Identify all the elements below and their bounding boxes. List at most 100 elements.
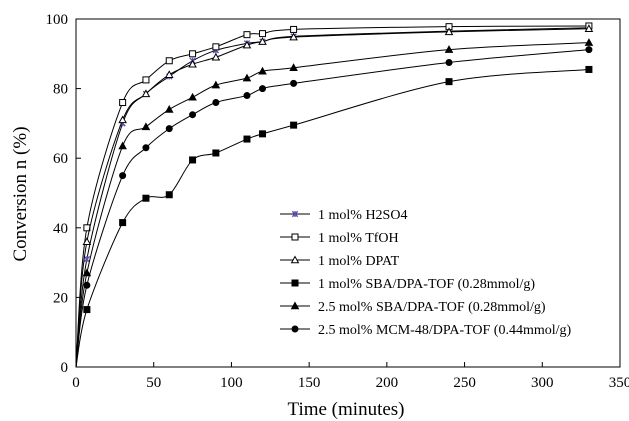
series-4	[75, 65, 593, 368]
legend-marker	[290, 301, 300, 310]
y-tick-label: 80	[53, 82, 68, 98]
data-point	[142, 144, 150, 152]
legend: 1 mol% H2SO4 1 mol% TfOH 1 mol% DPAT 1 mol%…	[280, 208, 572, 338]
data-point	[242, 73, 252, 82]
data-point	[444, 45, 454, 53]
data-point	[141, 122, 151, 131]
data-point	[118, 141, 127, 150]
legend-item: 1 mol% H2SO4	[280, 208, 407, 223]
x-tick-label: 50	[146, 375, 161, 391]
x-axis-label: Time (minutes)	[288, 399, 405, 420]
data-point	[141, 89, 151, 98]
series-line	[75, 25, 589, 368]
data-point	[259, 130, 267, 138]
x-tick-label: 300	[531, 375, 554, 391]
legend-marker	[290, 255, 300, 264]
data-point	[243, 92, 251, 100]
series-5	[75, 38, 594, 368]
data-point	[585, 46, 593, 54]
y-tick-label: 60	[53, 151, 68, 167]
legend-item: 2.5 mol% MCM-48/DPA-TOF (0.44mmol/g)	[280, 323, 572, 338]
y-tick-label: 0	[61, 360, 69, 376]
series-3	[75, 24, 594, 368]
data-point	[82, 268, 92, 277]
data-point	[259, 85, 267, 93]
series-line	[75, 27, 589, 368]
data-point	[289, 63, 298, 71]
y-tick-label: 20	[53, 290, 68, 306]
data-point	[119, 172, 127, 180]
data-point	[445, 59, 453, 66]
data-point	[165, 191, 173, 199]
x-tick-label: 100	[220, 375, 243, 391]
data-point	[164, 70, 174, 78]
data-point	[211, 52, 221, 61]
data-point	[119, 99, 127, 107]
data-point	[584, 38, 594, 46]
series-1	[75, 24, 593, 368]
data-point	[165, 125, 173, 133]
data-point	[83, 281, 91, 289]
data-point	[142, 76, 150, 84]
data-point	[259, 30, 267, 38]
legend-label: 1 mol% SBA/DPA-TOF (0.28mmol/g)	[318, 277, 535, 292]
data-point	[82, 237, 92, 245]
series-line	[75, 42, 589, 368]
data-point	[243, 135, 251, 143]
data-point	[212, 43, 220, 51]
legend-marker	[291, 279, 299, 287]
data-point	[289, 32, 298, 41]
x-tick-label: 200	[376, 375, 399, 391]
legend-marker	[291, 325, 299, 333]
legend-marker	[291, 233, 299, 241]
data-point	[188, 92, 197, 101]
legend-label: 1 mol% TfOH	[318, 231, 399, 246]
series-6	[75, 46, 593, 368]
data-point	[445, 78, 453, 86]
data-point	[444, 27, 454, 36]
legend-item: 1 mol% TfOH	[280, 231, 399, 246]
data-point	[290, 25, 298, 33]
y-axis-label: Conversion n (%)	[10, 126, 31, 261]
legend-label: 1 mol% DPAT	[318, 254, 400, 269]
axes: 0 50 100 150 200 250 300 350 0 20 40 60 80 100	[46, 12, 629, 391]
series-2	[75, 22, 593, 368]
x-tick-label: 150	[298, 375, 321, 391]
data-point	[290, 79, 298, 87]
legend-label: 2.5 mol% MCM-48/DPA-TOF (0.44mmol/g)	[318, 323, 572, 338]
data-point	[290, 121, 298, 129]
y-tick-label: 40	[53, 221, 68, 237]
series-line	[75, 28, 589, 368]
x-tick-label: 250	[453, 375, 476, 391]
data-point	[165, 57, 173, 65]
data-point	[164, 105, 174, 113]
plot-frame	[75, 18, 621, 368]
data-point	[189, 50, 197, 58]
data-point	[242, 40, 252, 49]
y-tick-label: 100	[46, 12, 69, 28]
legend-item: 1 mol% DPAT	[280, 254, 400, 269]
data-point	[188, 59, 197, 68]
legend-label: 2.5 mol% SBA/DPA-TOF (0.28mmol/g)	[318, 300, 546, 315]
x-tick-label: 0	[72, 375, 80, 391]
data-point	[243, 31, 251, 39]
data-point	[212, 149, 220, 157]
legend-item: 1 mol% SBA/DPA-TOF (0.28mmol/g)	[280, 277, 535, 292]
data-point	[585, 65, 593, 73]
data-point	[212, 99, 220, 107]
data-point	[211, 80, 221, 89]
data-point	[189, 111, 197, 119]
data-point	[258, 66, 267, 75]
data-point	[83, 306, 91, 314]
legend-label: 1 mol% H2SO4	[318, 208, 407, 223]
legend-item: 2.5 mol% SBA/DPA-TOF (0.28mmol/g)	[280, 300, 546, 315]
data-point	[258, 37, 267, 45]
data-point	[189, 156, 197, 164]
data-point	[83, 255, 91, 263]
x-tick-label: 350	[609, 375, 629, 391]
data-point	[142, 194, 150, 202]
data-point	[584, 24, 594, 33]
series-layer	[75, 22, 594, 368]
legend-marker	[291, 210, 299, 218]
